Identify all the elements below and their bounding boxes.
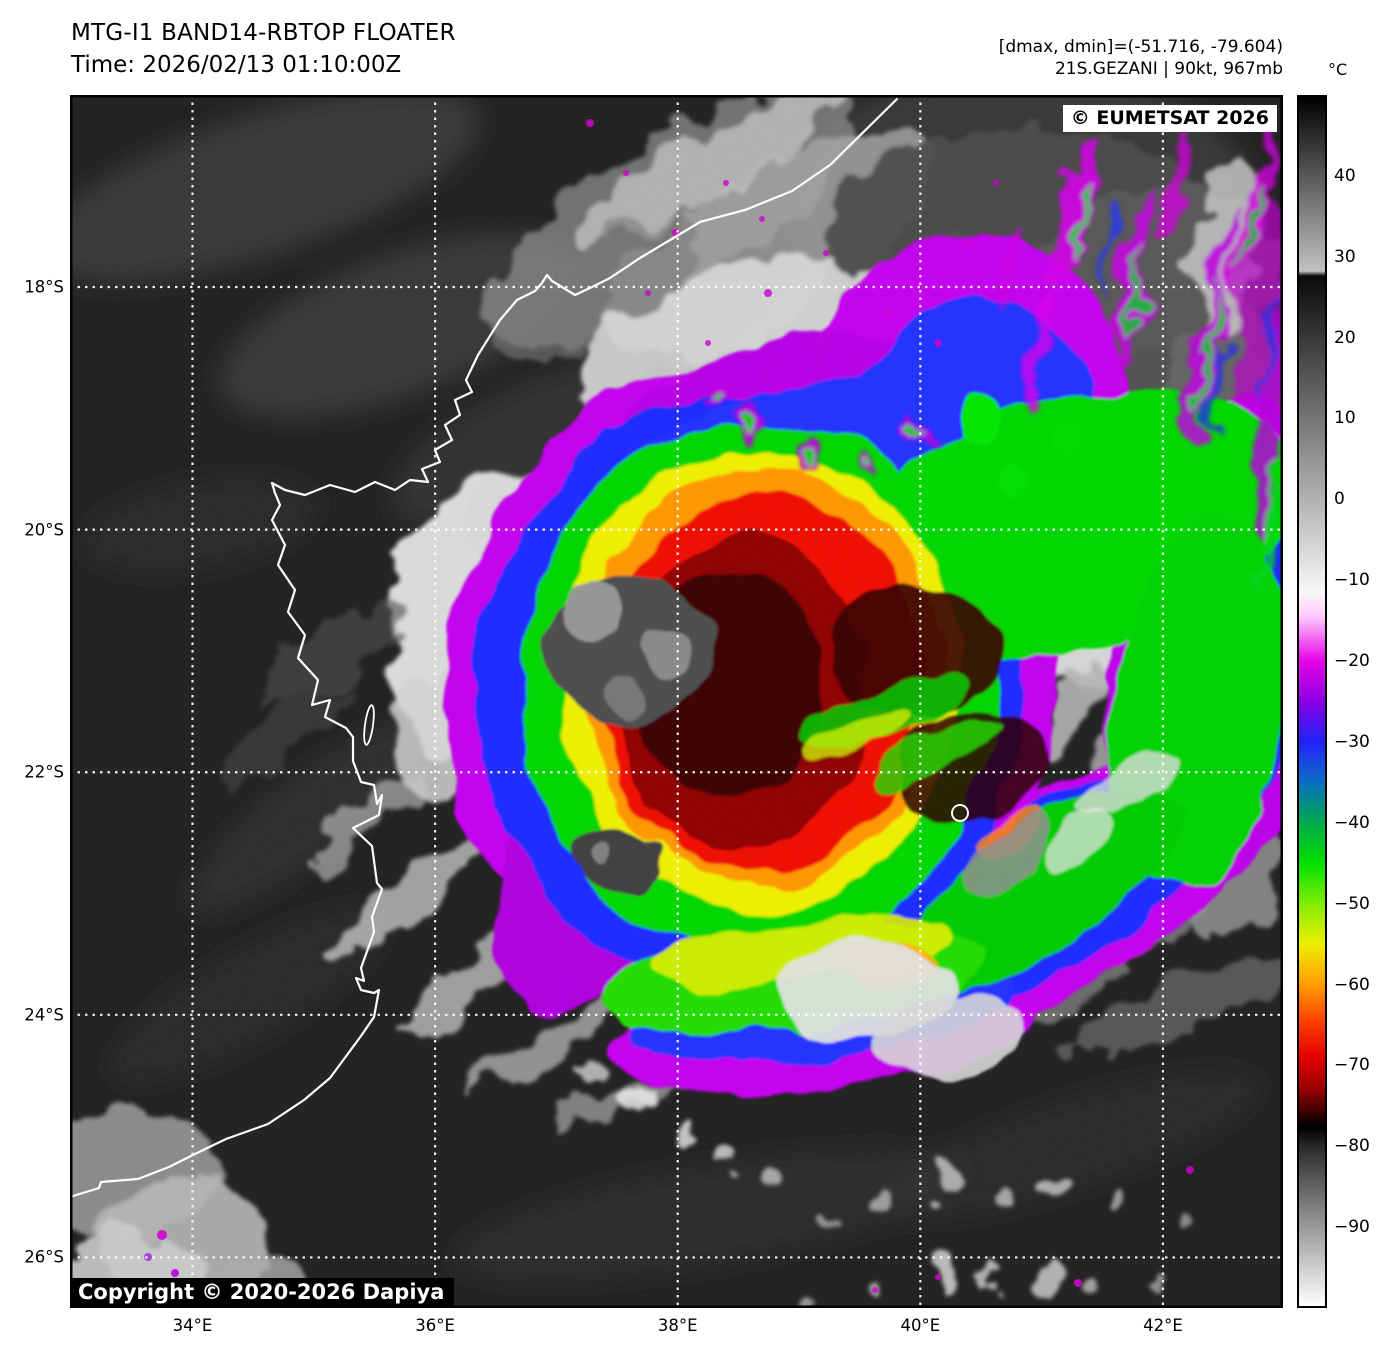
colorbar [1297, 95, 1327, 1308]
map-frame [70, 95, 1283, 1308]
latitude-label: 26°S [24, 1247, 64, 1267]
longitude-label: 42°E [1143, 1316, 1183, 1335]
storm-id-intensity-readout: 21S.GEZANI | 90kt, 967mb [1054, 59, 1283, 79]
colorbar-tick-label: −40 [1334, 812, 1370, 833]
colorbar-units-label: °C [1328, 60, 1348, 79]
dapiya-copyright-badge: Copyright © 2020-2026 Dapiya [70, 1278, 455, 1307]
colorbar-tick-label: 10 [1334, 408, 1356, 429]
image-grain [70, 95, 1283, 1308]
colorbar-tick-label: −10 [1334, 570, 1370, 591]
colorbar-tick-label: −90 [1334, 1217, 1370, 1238]
dmax-dmin-readout: [dmax, dmin]=(-51.716, -79.604) [998, 37, 1283, 57]
page-subtitle-time: Time: 2026/02/13 01:10:00Z [71, 52, 402, 78]
colorbar-tick-label: −50 [1334, 893, 1370, 914]
satellite-map: © EUMETSAT 2026 Copyright © 2020-2026 Da… [70, 95, 1283, 1308]
latitude-label: 18°S [24, 277, 64, 297]
header-info-block: [dmax, dmin]=(-51.716, -79.604) 21S.GEZA… [999, 36, 1283, 80]
latitude-label: 20°S [24, 520, 64, 540]
colorbar-tick-label: −20 [1334, 651, 1370, 672]
page-title: MTG-I1 BAND14-RBTOP FLOATER [71, 20, 456, 46]
colorbar-tick-label: −30 [1334, 731, 1370, 752]
colorbar-tick-label: −60 [1334, 974, 1370, 995]
longitude-label: 36°E [415, 1316, 455, 1335]
colorbar-tick-label: −70 [1334, 1055, 1370, 1076]
colorbar-tick-label: 40 [1334, 165, 1356, 186]
colorbar-gradient [1299, 97, 1325, 1306]
longitude-label: 40°E [900, 1316, 941, 1335]
longitude-label: 38°E [657, 1316, 698, 1335]
colorbar-tick-label: 0 [1334, 489, 1345, 510]
satellite-imagery [70, 95, 1283, 1308]
latitude-label: 22°S [24, 762, 64, 782]
longitude-label: 34°E [172, 1316, 213, 1335]
colorbar-tick-label: −80 [1334, 1136, 1370, 1157]
eumetsat-copyright-badge: © EUMETSAT 2026 [1062, 105, 1277, 132]
colorbar-tick-label: 20 [1334, 327, 1356, 348]
colorbar-tick-label: 30 [1334, 246, 1356, 267]
latitude-label: 24°S [24, 1005, 64, 1025]
